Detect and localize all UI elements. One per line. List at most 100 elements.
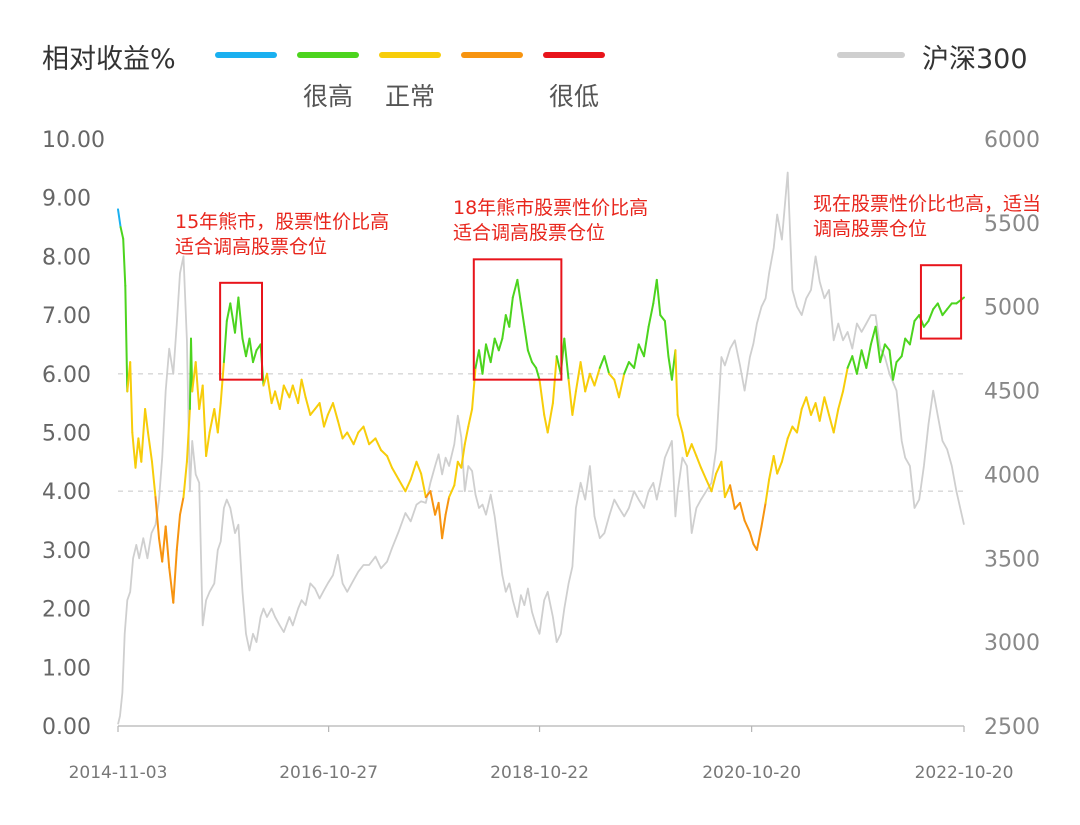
return-segment-136 [663,320,670,358]
return-segment-117 [574,361,582,393]
return-segment-9 [140,408,147,463]
return-segment-16 [164,525,171,569]
return-segment-184 [879,343,886,364]
return-segment-42 [252,349,258,364]
return-segment-2 [122,237,127,287]
return-segment-141 [681,431,688,457]
return-segment-18 [172,548,178,604]
return-segment-36 [229,302,236,334]
return-segment-95 [489,337,496,364]
return-segment-188 [895,355,903,364]
return-segment-170 [814,402,821,422]
return-segment-76 [415,460,423,475]
return-segment-89 [467,408,474,428]
return-segment-175 [837,390,844,410]
return-segment-126 [618,372,626,399]
return-segment-62 [336,419,344,440]
return-segment-130 [637,343,645,358]
return-segment-53 [297,378,303,405]
left-tick-9: 9.00 [42,187,91,212]
hs300-line [117,171,965,725]
return-segment-186 [888,349,894,381]
return-segment-19 [175,513,181,551]
return-segment-33 [219,361,225,405]
return-segment-150 [723,484,732,499]
return-segment-15 [161,525,167,563]
return-segment-32 [216,402,222,434]
return-segment-92 [478,349,484,375]
return-segment-74 [404,478,412,493]
return-segment-12 [151,460,157,499]
return-segment-194 [922,320,930,328]
return-segment-72 [391,466,400,481]
return-segment-30 [208,408,216,434]
return-segment-146 [705,478,713,493]
return-segment-132 [647,302,655,328]
return-segment-68 [368,437,377,446]
return-segment-109 [543,413,549,434]
return-segment-10 [144,408,149,434]
return-segment-154 [743,519,751,534]
left-tick-7: 7.00 [42,304,91,329]
return-segment-164 [786,425,794,440]
right-tick-5: 5000 [984,296,1040,321]
legend-label-1: 很高 [303,82,353,111]
return-segment-38 [237,296,244,340]
return-segment-161 [772,455,779,475]
return-segment-123 [603,355,611,375]
return-segment-50 [282,384,291,399]
return-segment-181 [865,343,872,369]
left-tick-5: 5.00 [42,422,91,447]
legend-label-4: 很低 [549,82,599,111]
return-segment-34 [222,320,228,364]
return-segment-169 [810,402,817,416]
return-segment-59 [323,413,329,428]
annotation-text-0: 15年熊市，股票性价比高适合调高股票仓位 [175,211,389,258]
return-segment-26 [194,361,201,410]
return-segment-137 [667,355,673,381]
relative-return-series [117,208,965,604]
return-segment-56 [309,408,316,416]
legend: 很高 正常 很低 沪深300 [215,44,1028,111]
return-segment-151 [729,484,736,510]
return-segment-55 [304,396,312,416]
return-segment-182 [869,325,877,346]
left-tick-2: 2.00 [42,598,91,623]
return-segment-29 [205,431,211,457]
return-segment-168 [805,396,812,416]
right-tick-4: 4500 [984,380,1040,405]
return-segment-173 [828,413,835,434]
x-tick-2: 2018-10-22 [490,763,589,783]
return-segment-24 [190,337,194,393]
return-segment-167 [800,396,808,410]
right-tick-7: 6000 [984,128,1040,153]
return-segment-47 [270,390,277,405]
return-segment-69 [374,437,382,452]
return-segment-97 [497,337,504,352]
return-segment-125 [613,378,620,399]
return-segment-129 [633,343,640,369]
return-segment-39 [241,337,247,358]
return-segment-121 [593,366,601,387]
left-tick-8: 8.00 [42,245,91,270]
left-axis-title: 相对收益% [42,44,176,75]
return-segment-49 [278,384,285,410]
return-segment-64 [346,431,355,446]
return-segment-66 [357,425,365,434]
return-segment-120 [588,372,596,387]
return-segment-198 [941,308,949,317]
left-tick-10: 10.00 [42,128,105,153]
return-segment-22 [185,408,191,463]
return-segment-3 [124,284,129,393]
return-segment-88 [463,425,470,446]
return-segment-179 [855,349,863,375]
return-segment-142 [686,443,693,457]
return-segment-199 [946,302,953,311]
return-segment-189 [900,337,907,358]
return-segment-40 [245,337,251,358]
return-segment-191 [908,320,916,346]
return-segment-127 [623,361,630,375]
return-segment-172 [823,396,830,416]
return-segment-140 [676,413,684,434]
annotation-line-0-1: 适合调高股票仓位 [175,236,327,258]
